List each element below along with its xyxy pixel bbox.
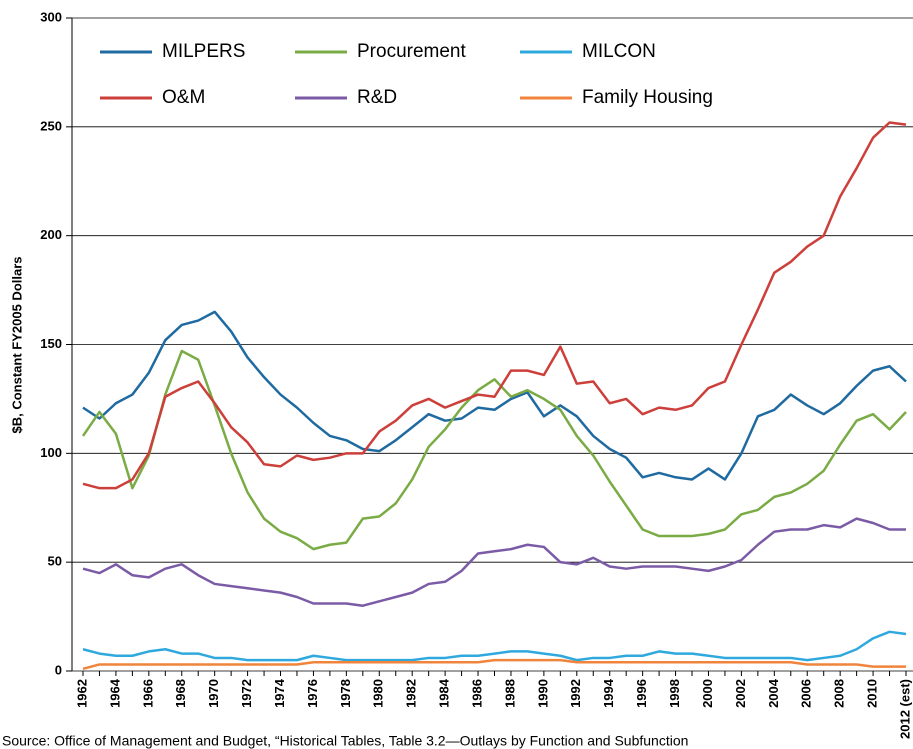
x-tick-label: 2002	[733, 679, 748, 708]
x-tick-label: 1964	[107, 678, 122, 708]
x-tick-label: 1986	[469, 679, 484, 708]
x-tick-label: 2010	[865, 679, 880, 708]
x-tick-label: 1974	[272, 678, 287, 708]
y-tick-label: 150	[40, 336, 62, 351]
x-tick-label: 1994	[601, 678, 616, 708]
x-tick-label: 1992	[568, 679, 583, 708]
x-tick-label: 1988	[502, 679, 517, 708]
y-tick-label: 100	[40, 445, 62, 460]
y-tick-label: 0	[55, 662, 62, 677]
legend-label: Procurement	[357, 41, 466, 62]
series-line	[82, 517, 906, 607]
x-tick-label: 1978	[338, 679, 353, 708]
x-tick-label: 1966	[140, 679, 155, 708]
series-line	[82, 310, 907, 481]
x-tick-label: 1990	[535, 679, 550, 708]
y-tick-label: 200	[40, 227, 62, 242]
x-tick-label: 1976	[305, 679, 320, 708]
x-tick-label: 1962	[74, 679, 89, 708]
legend-label: Family Housing	[582, 87, 713, 108]
x-tick-label: 1968	[173, 679, 188, 708]
x-tick-label: 2000	[700, 679, 715, 708]
y-tick-label: 250	[40, 118, 62, 133]
source-note: Source: Office of Management and Budget,…	[2, 733, 688, 749]
x-tick-label: 1998	[667, 679, 682, 708]
x-tick-label: 1982	[404, 679, 419, 708]
series-line	[81, 349, 907, 551]
legend-label: R&D	[357, 87, 397, 108]
series-line	[82, 658, 906, 671]
x-tick-label: 2006	[799, 679, 814, 708]
series-line	[82, 121, 907, 490]
legend-label: O&M	[162, 87, 205, 108]
legend-label: MILCON	[582, 41, 656, 62]
x-tick-label: 1984	[437, 678, 452, 708]
x-tick-label: 1972	[239, 679, 254, 708]
x-tick-label: 1996	[634, 679, 649, 708]
x-tick-label: 1980	[371, 679, 386, 708]
legend-label: MILPERS	[162, 41, 245, 62]
y-axis-label: $B, Constant FY2005 Dollars	[9, 257, 24, 434]
y-tick-label: 300	[40, 9, 62, 24]
x-tick-label: 2012 (est)	[897, 679, 912, 739]
x-tick-label: 2004	[766, 678, 781, 708]
series-line	[82, 630, 907, 662]
y-tick-label: 50	[48, 554, 62, 569]
x-tick-label: 1970	[206, 679, 221, 708]
x-tick-label: 2008	[832, 679, 847, 708]
